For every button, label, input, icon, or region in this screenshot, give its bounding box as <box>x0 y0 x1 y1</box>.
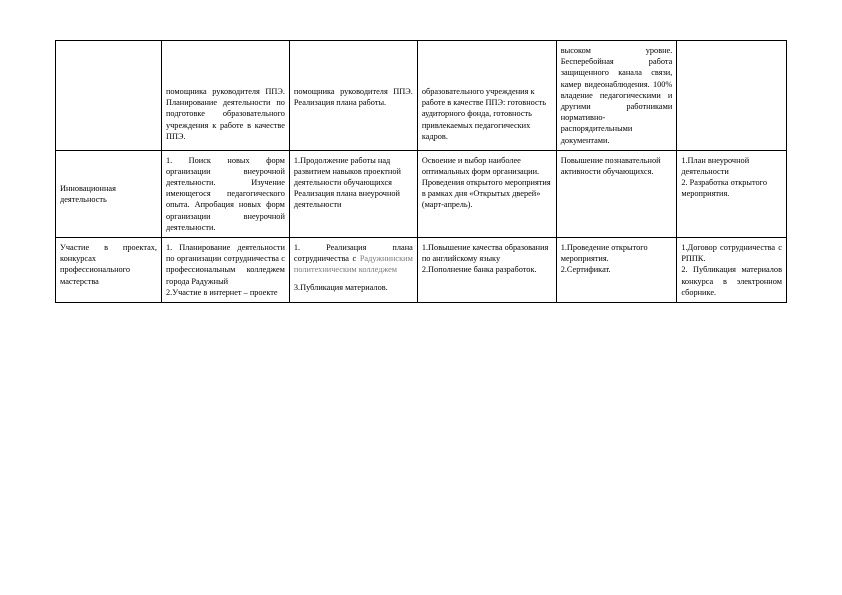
row-header: Участие в проектах, конкурсах профессион… <box>56 238 162 303</box>
cell <box>677 41 787 151</box>
row-header: Инновационная деятельность <box>56 150 162 237</box>
table-row: помощника руководителя ППЭ. Планирование… <box>56 41 787 151</box>
cell: Освоение и выбор наиболее оптимальных фо… <box>417 150 556 237</box>
cell: образовательного учреждения к работе в к… <box>417 41 556 151</box>
cell: 1. Поиск новых форм организации внеурочн… <box>161 150 289 237</box>
cell: 1.Повышение качества образования по англ… <box>417 238 556 303</box>
table-row: Инновационная деятельность 1. Поиск новы… <box>56 150 787 237</box>
cell: помощника руководителя ППЭ. Реализация п… <box>289 41 417 151</box>
cell: помощника руководителя ППЭ. Планирование… <box>161 41 289 151</box>
cell: 1. Реализация плана сотрудничества с Рад… <box>289 238 417 303</box>
cell: Повышение познавательной активности обуч… <box>556 150 677 237</box>
cell: 1. Планирование деятельности по организа… <box>161 238 289 303</box>
cell: 1.Продолжение работы над развитием навык… <box>289 150 417 237</box>
document-table: помощника руководителя ППЭ. Планирование… <box>55 40 787 303</box>
table-row: Участие в проектах, конкурсах профессион… <box>56 238 787 303</box>
cell: высоком уровне. Бесперебойная работа защ… <box>556 41 677 151</box>
cell-text: 1. Планирование деятельности по организа… <box>166 243 285 286</box>
cell: 1.Договор сотрудничества с РППК.2. Публи… <box>677 238 787 303</box>
page: помощника руководителя ППЭ. Планирование… <box>0 0 842 343</box>
cell-text: 2.Участие в интернет – проекте <box>166 288 278 297</box>
cell-text: 3.Публикация материалов. <box>294 282 413 293</box>
cell: 1.План внеурочной деятельности2. Разрабо… <box>677 150 787 237</box>
cell <box>56 41 162 151</box>
cell: 1.Проведение открытого мероприятия.2.Сер… <box>556 238 677 303</box>
